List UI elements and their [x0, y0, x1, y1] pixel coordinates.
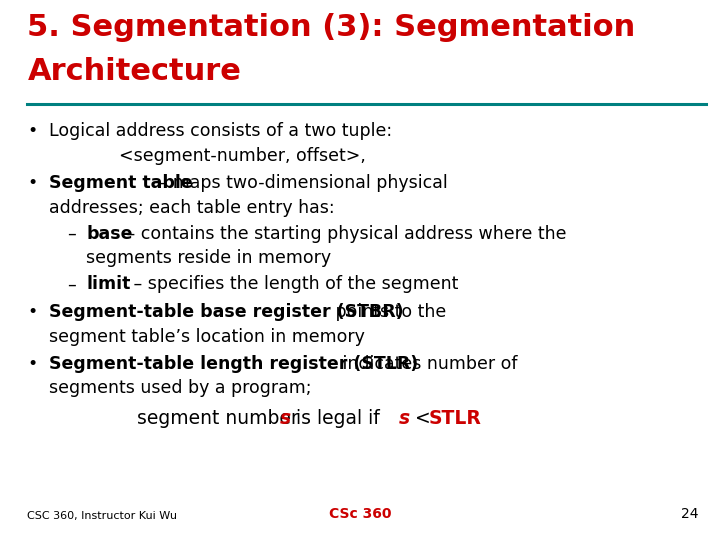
Text: base: base [86, 225, 133, 243]
Text: •: • [27, 174, 37, 192]
Text: Architecture: Architecture [27, 57, 241, 86]
Text: <: < [409, 409, 437, 428]
Text: CSc 360: CSc 360 [329, 507, 391, 521]
Text: s: s [279, 409, 290, 428]
Text: Segment table: Segment table [49, 174, 193, 192]
Text: segments used by a program;: segments used by a program; [49, 379, 312, 397]
Text: 24: 24 [681, 507, 698, 521]
Text: CSC 360, Instructor Kui Wu: CSC 360, Instructor Kui Wu [27, 511, 177, 521]
Text: Logical address consists of a two tuple:: Logical address consists of a two tuple: [49, 122, 392, 139]
Text: <segment-number, offset>,: <segment-number, offset>, [119, 147, 366, 165]
Text: •: • [27, 303, 37, 321]
Text: –: – [67, 275, 76, 293]
Text: – maps two-dimensional physical: – maps two-dimensional physical [153, 174, 448, 192]
Text: addresses; each table entry has:: addresses; each table entry has: [49, 199, 335, 217]
Text: – specifies the length of the segment: – specifies the length of the segment [128, 275, 459, 293]
Text: •: • [27, 122, 37, 139]
Text: s: s [399, 409, 410, 428]
Text: segments reside in memory: segments reside in memory [86, 249, 331, 267]
Text: segment table’s location in memory: segment table’s location in memory [49, 328, 365, 346]
Text: indicates number of: indicates number of [337, 355, 518, 373]
Text: points to the: points to the [330, 303, 446, 321]
Text: – contains the starting physical address where the: – contains the starting physical address… [121, 225, 567, 243]
Text: STLR: STLR [429, 409, 482, 428]
Text: –: – [67, 225, 76, 243]
Text: Segment-table base register (STBR): Segment-table base register (STBR) [49, 303, 404, 321]
Text: 5. Segmentation (3): Segmentation: 5. Segmentation (3): Segmentation [27, 14, 636, 43]
Text: •: • [27, 355, 37, 373]
Text: Segment-table length register (STLR): Segment-table length register (STLR) [49, 355, 418, 373]
Text: is legal if: is legal if [290, 409, 386, 428]
Text: segment number: segment number [137, 409, 305, 428]
Text: limit: limit [86, 275, 131, 293]
